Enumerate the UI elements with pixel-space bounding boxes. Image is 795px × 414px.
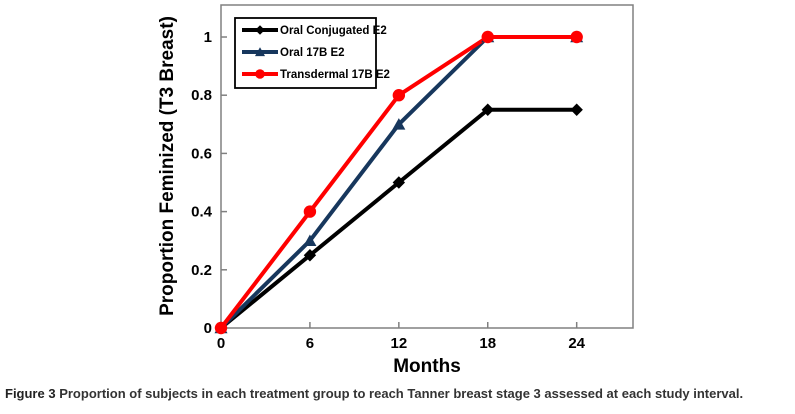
data-point	[214, 321, 228, 335]
data-point	[392, 176, 406, 189]
legend-marker-diamond	[255, 25, 265, 35]
y-tick-label: 0.4	[191, 204, 213, 221]
figure-caption-label: Figure 3	[5, 386, 56, 401]
data-point	[392, 89, 406, 102]
data-point	[303, 249, 317, 262]
x-tick-label: 0	[217, 335, 225, 352]
x-tick-label: 24	[568, 335, 585, 352]
y-tick-label: 0	[204, 320, 212, 337]
legend-marker-circle	[255, 69, 265, 79]
y-tick-label: 1	[204, 29, 212, 46]
line-chart: 0 0.2 0.4 0.6 0.8 1 0 6 12 18 24 Oral Conjugated E2…	[157, 4, 634, 377]
data-point	[570, 103, 583, 116]
y-tick-label: 0.6	[191, 145, 212, 162]
figure-caption: Figure 3 Proportion of subjects in each …	[5, 386, 791, 402]
legend-item-label: Transdermal 17B E2	[280, 69, 390, 81]
data-point	[303, 234, 317, 246]
legend-item-label: Oral 17B E2	[280, 47, 345, 59]
plot-border	[220, 4, 634, 329]
legend-item-label: Oral Conjugated E2	[280, 25, 387, 37]
x-axis-title: Months	[393, 356, 461, 377]
data-point	[303, 205, 317, 218]
legend-marker-triangle	[254, 47, 266, 57]
y-tick-label: 0.8	[191, 87, 212, 104]
series-line-oral-conjugated-e2	[219, 107, 577, 330]
x-tick-label: 18	[479, 335, 496, 352]
x-tick-label: 12	[390, 335, 407, 352]
y-axis-title: Proportion Feminized (T3 Breast)	[157, 16, 178, 316]
data-point	[570, 30, 583, 44]
x-tick-label: 6	[306, 335, 314, 352]
data-point	[392, 118, 406, 130]
chart-canvas: 0 0.2 0.4 0.6 0.8 1 0 6 12 18 24 Oral Conjugated E2…	[191, 4, 634, 352]
data-point	[481, 30, 494, 44]
figure-caption-text: Proportion of subjects in each treatment…	[59, 386, 744, 401]
data-point	[481, 103, 494, 116]
y-tick-label: 0.2	[191, 262, 212, 279]
